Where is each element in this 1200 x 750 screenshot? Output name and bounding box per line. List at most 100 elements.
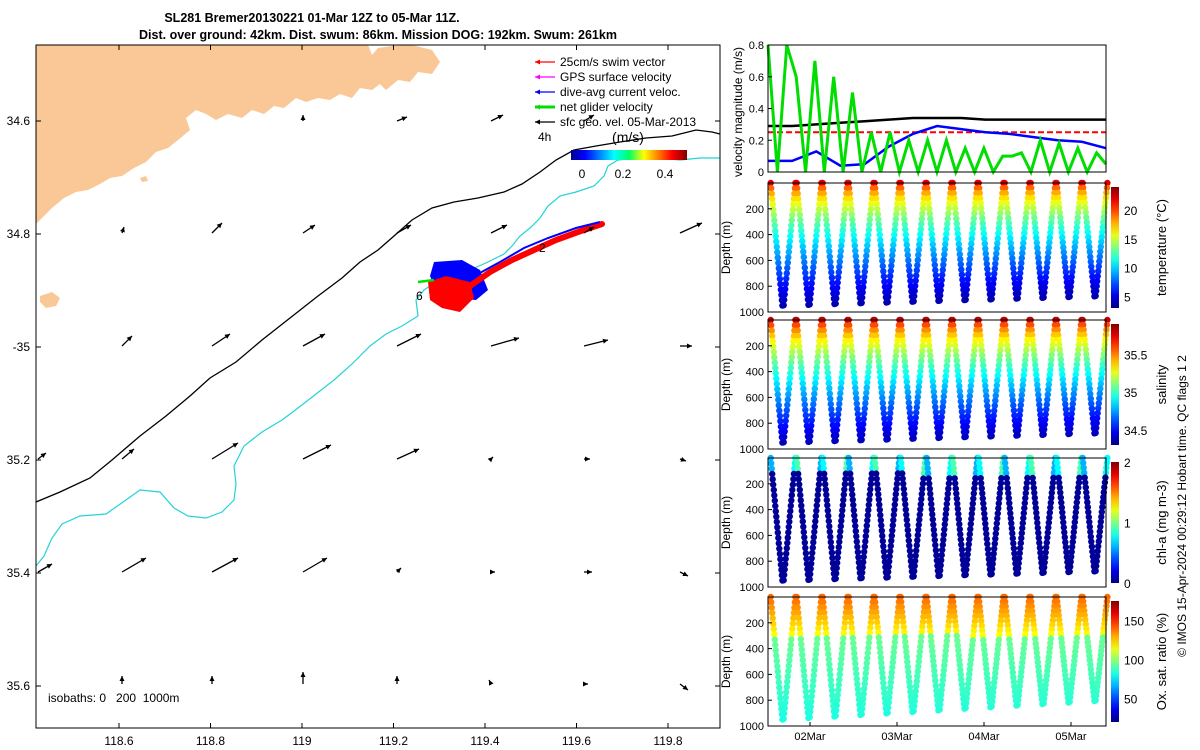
section-point	[837, 385, 844, 392]
section-point	[906, 678, 913, 686]
section-point	[775, 679, 782, 686]
section-point	[964, 551, 971, 558]
section-point	[866, 221, 873, 228]
section-point	[902, 506, 909, 513]
section-point	[1044, 259, 1051, 266]
section-point	[978, 485, 985, 492]
section-point	[878, 247, 885, 254]
section-point	[918, 490, 925, 498]
section-point	[944, 352, 951, 359]
section-point	[1028, 459, 1035, 467]
section-point	[1085, 234, 1092, 241]
section-point	[1068, 410, 1075, 418]
section-point	[875, 629, 882, 636]
section-point	[851, 512, 858, 519]
section-point	[1097, 248, 1104, 255]
section-point	[832, 437, 839, 444]
section-point	[1016, 682, 1023, 690]
section-point	[888, 399, 895, 406]
section-point	[919, 205, 927, 212]
section-point	[982, 660, 989, 668]
section-point	[773, 238, 780, 245]
section-point	[802, 412, 810, 419]
section-point	[944, 628, 951, 635]
section-point	[1058, 499, 1065, 506]
section-point	[892, 358, 899, 365]
section-point	[1095, 543, 1102, 550]
section-point	[835, 269, 842, 276]
section-point	[918, 220, 925, 228]
section-point	[800, 248, 807, 255]
section-point	[833, 702, 840, 709]
section-point	[1093, 419, 1100, 427]
section-point	[788, 492, 795, 499]
section-point	[860, 415, 867, 423]
section-point	[860, 553, 867, 561]
section-point	[770, 481, 777, 488]
section-point	[873, 475, 880, 482]
section-point	[1082, 479, 1089, 486]
section-point	[906, 547, 914, 555]
section-point	[979, 357, 986, 364]
section-point	[1009, 530, 1016, 537]
section-point	[1080, 184, 1087, 192]
section-point	[1036, 264, 1043, 272]
section-point	[958, 546, 966, 553]
section-point	[813, 507, 820, 514]
section-point	[815, 211, 822, 218]
section-point	[859, 294, 866, 301]
legend-label: dive-avg current veloc.	[560, 85, 681, 99]
section-point	[813, 232, 820, 239]
section-point	[863, 522, 870, 529]
section-point	[925, 337, 932, 344]
section-point	[1054, 189, 1061, 197]
section-point	[1030, 346, 1038, 354]
section-point	[977, 332, 984, 339]
section-point	[982, 656, 989, 663]
section-ylabel: Depth (m)	[719, 496, 733, 549]
section-border	[767, 319, 1107, 450]
section-point	[1019, 386, 1026, 394]
section-point	[1032, 504, 1040, 512]
section-point	[950, 465, 957, 472]
section-point	[1005, 215, 1012, 222]
section-point	[836, 258, 843, 265]
depth-tick-label: 200	[746, 204, 764, 216]
section-point	[813, 646, 820, 653]
section-point	[775, 265, 782, 272]
section-point	[1006, 500, 1013, 507]
section-point	[1037, 411, 1044, 418]
velocity-series-0	[768, 116, 1106, 128]
land	[36, 45, 440, 308]
section-point	[1034, 654, 1041, 661]
section-point	[782, 423, 789, 430]
section-point	[785, 662, 792, 669]
section-point	[838, 655, 845, 663]
section-point	[1045, 386, 1052, 393]
section-point	[985, 412, 992, 420]
section-point	[977, 470, 984, 477]
section-point	[887, 542, 894, 550]
section-point	[904, 527, 911, 534]
section-point	[1002, 321, 1009, 329]
section-point	[768, 604, 775, 611]
section-point	[931, 536, 938, 544]
section-point	[879, 399, 886, 407]
section-point	[1068, 415, 1075, 422]
section-point	[834, 279, 841, 286]
section-point	[1003, 199, 1010, 207]
section-point	[864, 379, 871, 386]
section-point	[971, 480, 979, 487]
section-point	[962, 571, 969, 578]
section-point	[1086, 380, 1093, 388]
section-point	[880, 268, 887, 275]
section-point	[841, 343, 849, 350]
section-point	[976, 459, 983, 467]
section-point	[861, 273, 868, 280]
section-point	[1068, 548, 1075, 556]
section-point	[912, 419, 919, 427]
section-point	[1100, 356, 1107, 363]
section-point	[942, 236, 949, 243]
section-point	[1074, 219, 1081, 226]
section-point	[803, 280, 810, 287]
